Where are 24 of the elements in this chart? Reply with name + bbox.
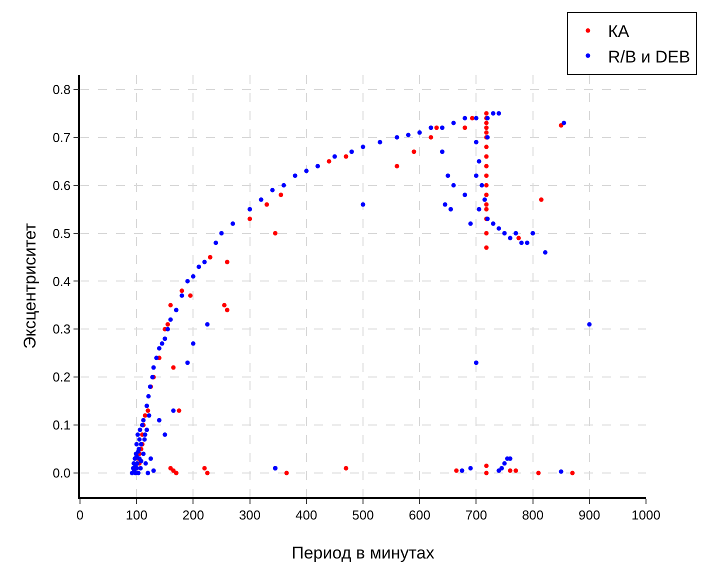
y-tick-label: 0.1 xyxy=(52,418,71,433)
y-tick-label: 0.2 xyxy=(52,370,71,385)
y-tick-label: 0.8 xyxy=(52,82,71,97)
y-tick-label: 0.0 xyxy=(52,466,71,481)
y-tick-label: 0.7 xyxy=(52,130,71,145)
y-tick-label: 0.3 xyxy=(52,322,71,337)
y-tick-label: 0.4 xyxy=(52,274,71,289)
x-tick-label: 200 xyxy=(182,507,204,522)
x-tick-label: 400 xyxy=(296,507,318,522)
x-tick-label: 700 xyxy=(465,507,488,522)
legend-label: КА xyxy=(608,22,630,42)
x-tick-label: 300 xyxy=(238,507,261,522)
x-tick-label: 600 xyxy=(408,507,430,522)
x-tick-label: 500 xyxy=(352,507,374,522)
y-tick-label: 0.6 xyxy=(52,178,71,193)
x-tick-label: 0 xyxy=(76,507,84,522)
x-tick-label: 100 xyxy=(126,507,148,522)
legend-label: R/B и DEB xyxy=(608,47,690,66)
x-tick-label: 1000 xyxy=(632,507,660,522)
y-axis-title: Эксцентриситет xyxy=(20,222,40,349)
x-tick-label: 900 xyxy=(578,507,600,522)
x-axis-title: Период в минутах xyxy=(292,544,435,562)
x-tick-label: 800 xyxy=(522,507,544,522)
y-tick-label: 0.5 xyxy=(52,226,71,241)
